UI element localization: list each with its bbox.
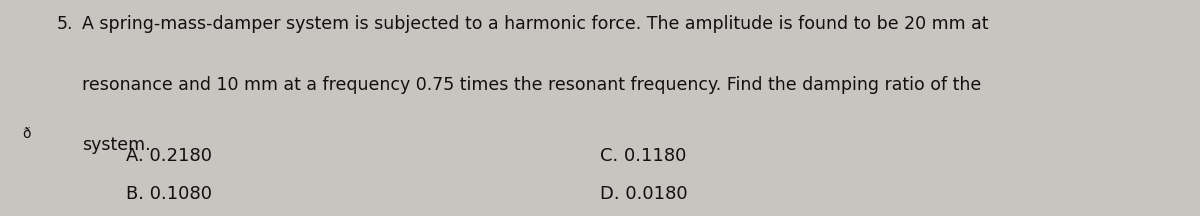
- Text: B. 0.1080: B. 0.1080: [126, 185, 212, 203]
- Text: C. 0.1180: C. 0.1180: [600, 146, 686, 165]
- Text: D. 0.0180: D. 0.0180: [600, 185, 688, 203]
- Text: A. 0.2180: A. 0.2180: [126, 146, 212, 165]
- Text: A spring-mass-damper system is subjected to a harmonic force. The amplitude is f: A spring-mass-damper system is subjected…: [82, 15, 988, 33]
- Text: resonance and 10 mm at a frequency 0.75 times the resonant frequency. Find the d: resonance and 10 mm at a frequency 0.75 …: [82, 76, 980, 94]
- Text: 5.: 5.: [56, 15, 73, 33]
- Text: system.: system.: [82, 136, 150, 154]
- Text: ð: ð: [22, 127, 31, 141]
